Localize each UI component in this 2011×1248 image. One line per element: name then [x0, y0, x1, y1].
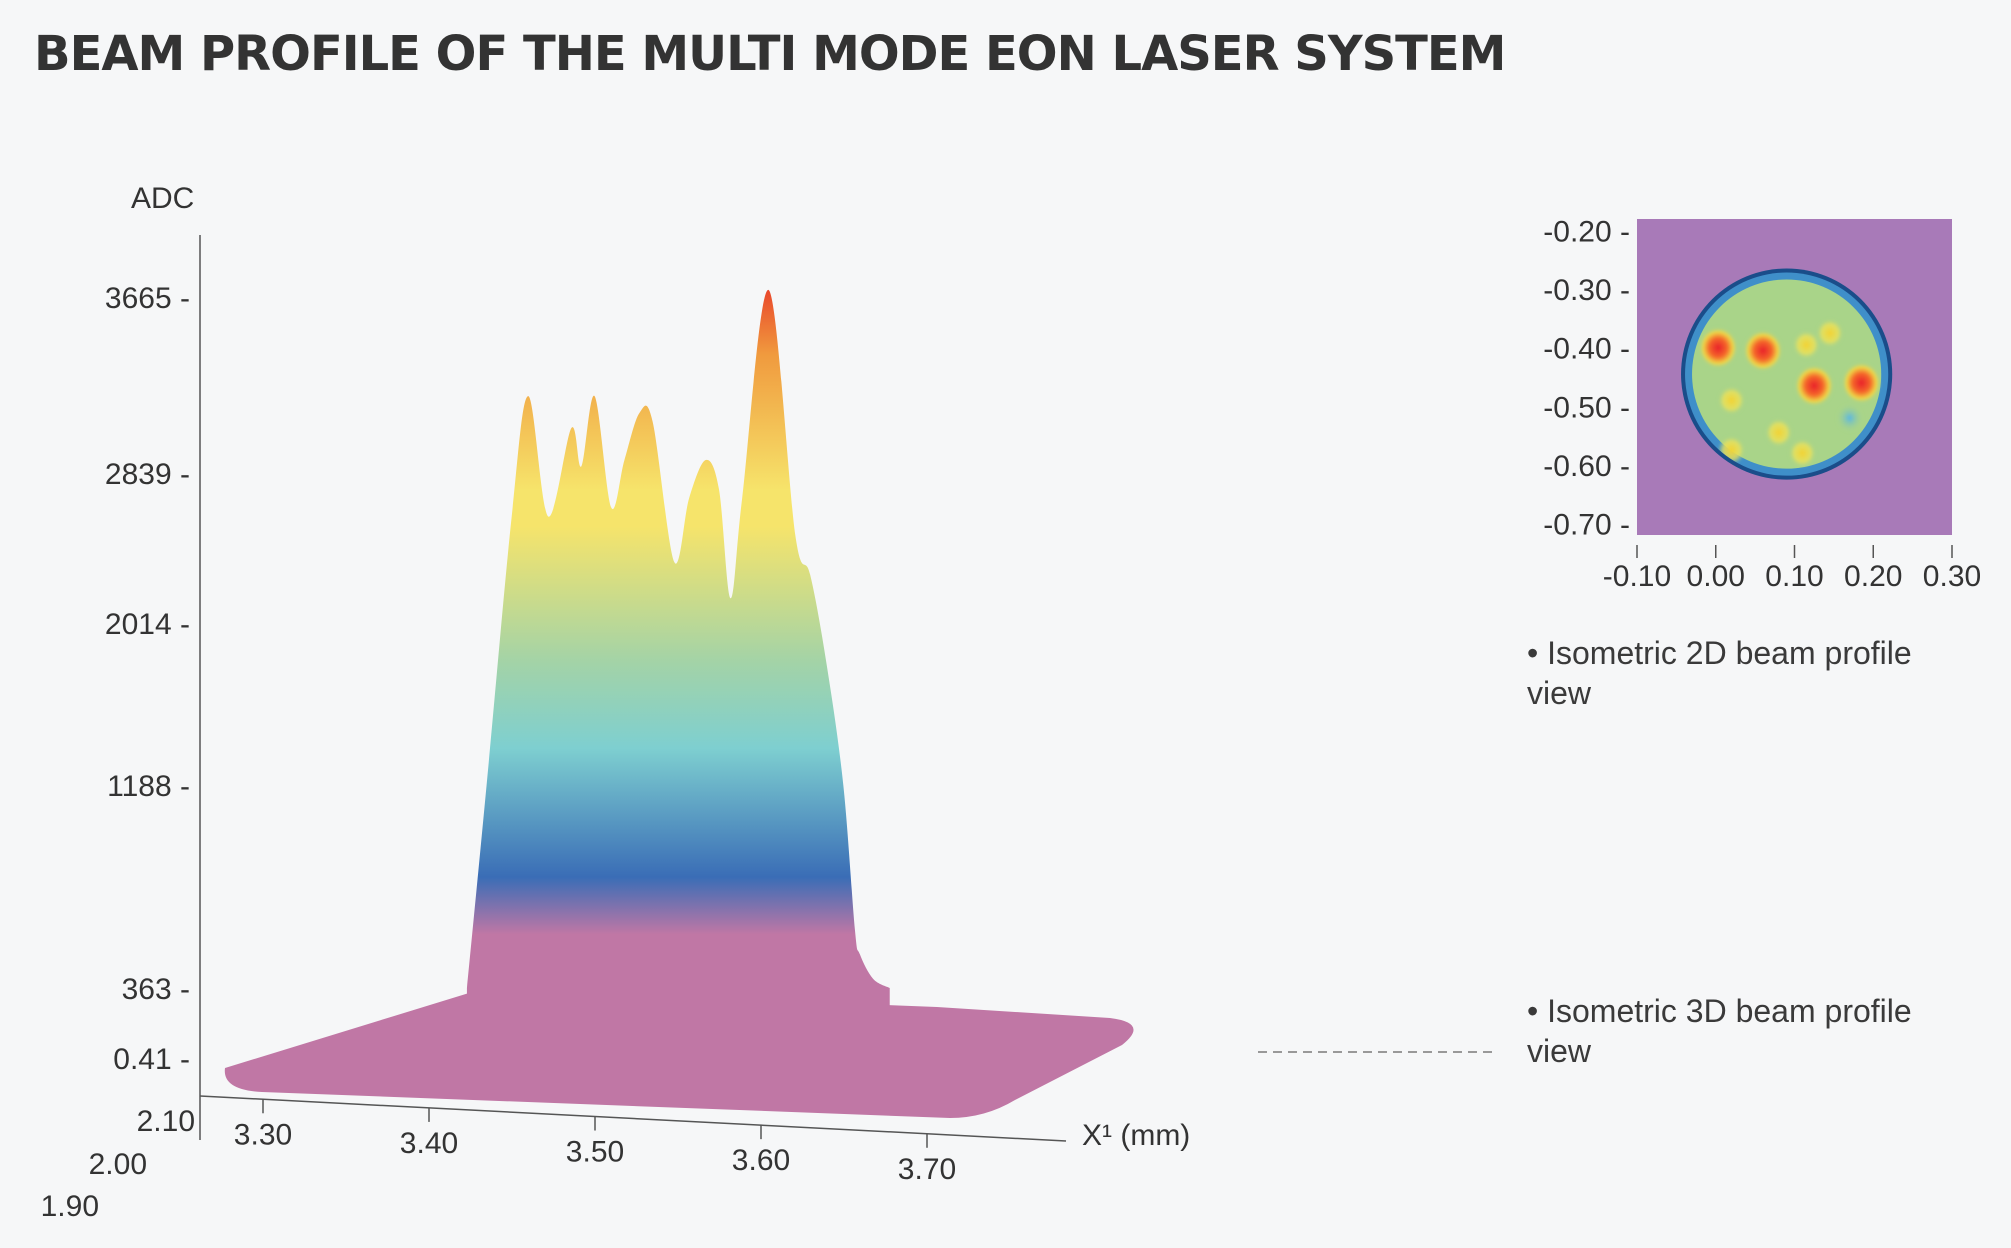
heatmap-y-tick-label: -0.70 - — [1543, 508, 1630, 541]
heatmap-y-tick-label: -0.50 - — [1543, 391, 1630, 424]
x-tick-label: 3.50 — [566, 1136, 624, 1169]
x-tick-label: 3.40 — [400, 1127, 458, 1160]
depth-tick-label: 2.10 — [137, 1105, 195, 1138]
x-axis-ticks: 3.30 3.40 3.50 3.60 3.70 — [234, 1099, 956, 1186]
y-tick-label: 2839 - — [105, 458, 190, 491]
x-tick-label: 3.60 — [732, 1144, 790, 1177]
caption-2d: • Isometric 2D beam profile view — [1527, 635, 1912, 711]
y-tick-label: 0.41 - — [113, 1043, 190, 1076]
hotspot-warm — [1788, 438, 1817, 468]
depth-tick-label: 2.00 — [89, 1148, 147, 1181]
isometric-2d-heatmap: -0.20 - -0.30 - -0.40 - -0.50 - -0.60 - -0.70… — [1543, 216, 1981, 593]
heatmap-y-tick-label: -0.60 - — [1543, 450, 1630, 483]
beam-spot — [1681, 268, 1893, 480]
isometric-3d-chart: ADC 0.41 -363 -1188 -2014 -2839 -3665 - … — [41, 182, 1191, 1223]
hotspot-hot — [1698, 326, 1739, 369]
page-title: BEAM PROFILE OF THE MULTI MODE EON LASER… — [34, 26, 1506, 82]
y-tick-label: 1188 - — [107, 770, 190, 803]
x-tick-label: 3.70 — [898, 1153, 956, 1186]
heatmap-x-tick-label: 0.20 — [1844, 560, 1902, 593]
hotspot-hot — [1841, 361, 1882, 404]
x-tick-label: 3.30 — [234, 1118, 292, 1151]
heatmap-y-tick-label: -0.30 - — [1543, 274, 1630, 307]
heatmap-x-tick-label: 0.30 — [1923, 560, 1981, 593]
depth-tick-label: 1.90 — [41, 1190, 99, 1223]
heatmap-y-tick-label: -0.20 - — [1543, 216, 1630, 249]
heatmap-y-tick-label: -0.40 - — [1543, 333, 1630, 366]
hotspot-warm — [1792, 330, 1821, 360]
hotspot-warm — [1717, 385, 1746, 416]
beam-peak-surface — [466, 289, 890, 1006]
y-tick-label: 363 - — [122, 973, 190, 1006]
x-axis-label: X¹ (mm) — [1082, 1119, 1190, 1152]
y-axis-ticks: 0.41 - 363 - 1188 - 2014 - 2839 - 3665 - — [105, 282, 190, 1076]
caption-3d: • Isometric 3D beam profile view — [1527, 993, 1912, 1069]
heatmap-x-tick-label: 0.10 — [1765, 560, 1823, 593]
heatmap-x-tick-label: 0.00 — [1687, 560, 1745, 593]
x-axis-line — [199, 1095, 1067, 1142]
y-tick-label: 2014 - — [105, 608, 190, 641]
beam-hotspots — [1698, 318, 1882, 468]
depth-axis-ticks: 2.10 2.00 1.90 — [41, 1105, 195, 1223]
hotspot-warm — [1815, 318, 1844, 348]
hotspot-hot — [1743, 329, 1783, 372]
heatmap-y-ticks: -0.20 - -0.30 - -0.40 - -0.50 - -0.60 - -0.70… — [1543, 216, 1630, 542]
y-axis-label: ADC — [131, 182, 194, 215]
heatmap-x-tick-label: -0.10 — [1603, 560, 1671, 593]
hotspot-warm — [1764, 417, 1793, 448]
plateau-surface — [224, 989, 1134, 1118]
hotspot-cool — [1835, 403, 1864, 433]
y-tick-label: 3665 - — [105, 282, 190, 315]
heatmap-x-ticks: -0.10 0.00 0.10 0.20 0.30 — [1603, 545, 1981, 593]
hotspot-hot — [1794, 364, 1835, 407]
